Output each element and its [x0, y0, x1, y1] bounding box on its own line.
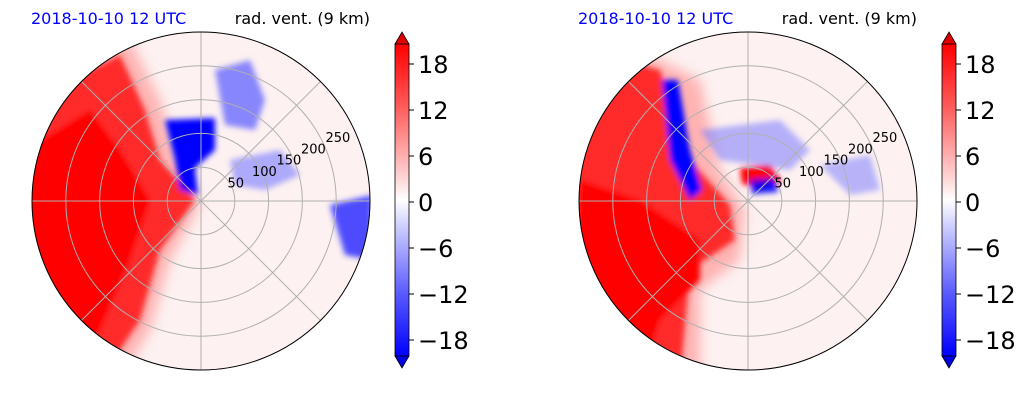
negative-patch-edge: [330, 195, 370, 260]
radial-tick-label: 100: [252, 165, 277, 180]
colorbar-tick-label: 18: [965, 51, 996, 79]
chart-title: rad. vent. (9 km): [235, 9, 370, 28]
radial-tick-label: 200: [301, 142, 326, 157]
colorbar-tick-label: −18: [418, 327, 469, 355]
negative-patch-east: [230, 150, 300, 190]
polar-grid: [579, 32, 917, 370]
dipole-negative: [750, 178, 778, 194]
negative-patch-east: [820, 155, 880, 195]
colorbar-tick-label: −6: [418, 235, 453, 263]
chart-title: rad. vent. (9 km): [782, 9, 917, 28]
polar-frame: [578, 31, 918, 371]
colorbar-tick-label: 12: [965, 97, 996, 125]
velocity-field: [32, 40, 370, 370]
colorbar-extend-max: [394, 31, 410, 45]
radial-tick-label: 50: [228, 177, 245, 192]
colorbar-extend-min: [941, 355, 957, 369]
polar-plot: 50 100 150 200 250: [31, 31, 371, 371]
date-label: 2018-10-10 12 UTC: [31, 9, 186, 28]
colorbar-tick-label: −12: [965, 281, 1016, 309]
radial-tick-label: 150: [824, 154, 849, 169]
radial-tick-labels: 50 100 150 200 250: [228, 131, 351, 192]
colorbar-body: [941, 43, 957, 357]
polar-frame: [31, 31, 371, 371]
colorbar-tick-label: 6: [965, 143, 980, 171]
radial-tick-label: 150: [277, 154, 302, 169]
colorbar-body: [394, 43, 410, 357]
colorbar-tick-label: 0: [418, 189, 433, 217]
polar-grid: [32, 32, 370, 370]
colorbar-extend-max: [941, 31, 957, 45]
colorbar: 18 12 6 0 −6 −12 −18: [394, 31, 469, 369]
colorbar-extend-min: [394, 355, 410, 369]
colorbar-tick-label: −6: [965, 235, 1000, 263]
colorbar-tick-label: −12: [418, 281, 469, 309]
radial-tick-label: 250: [873, 131, 898, 146]
colorbar: 18 12 6 0 −6 −12 −18: [941, 31, 1016, 369]
colorbar-tick-label: 18: [418, 51, 449, 79]
colorbar-tick-label: 12: [418, 97, 449, 125]
negative-patch-north: [215, 60, 265, 130]
polar-plot: 50 100 150 200 250: [578, 31, 918, 371]
radial-tick-label: 50: [775, 177, 792, 192]
radial-tick-label: 100: [799, 165, 824, 180]
date-label: 2018-10-10 12 UTC: [578, 9, 733, 28]
negative-streak: [662, 80, 702, 200]
radial-tick-label: 200: [848, 142, 873, 157]
radial-tick-labels: 50 100 150 200 250: [775, 131, 898, 192]
panel-right: 2018-10-10 12 UTC rad. vent. (9 km): [578, 9, 1016, 371]
colorbar-tick-label: 0: [965, 189, 980, 217]
negative-patch-north: [700, 120, 810, 170]
colorbar-tick-label: 6: [418, 143, 433, 171]
radial-tick-label: 250: [326, 131, 351, 146]
panel-left: 2018-10-10 12 UTC rad. vent. (9 km): [31, 9, 469, 371]
colorbar-tick-label: −18: [965, 327, 1016, 355]
